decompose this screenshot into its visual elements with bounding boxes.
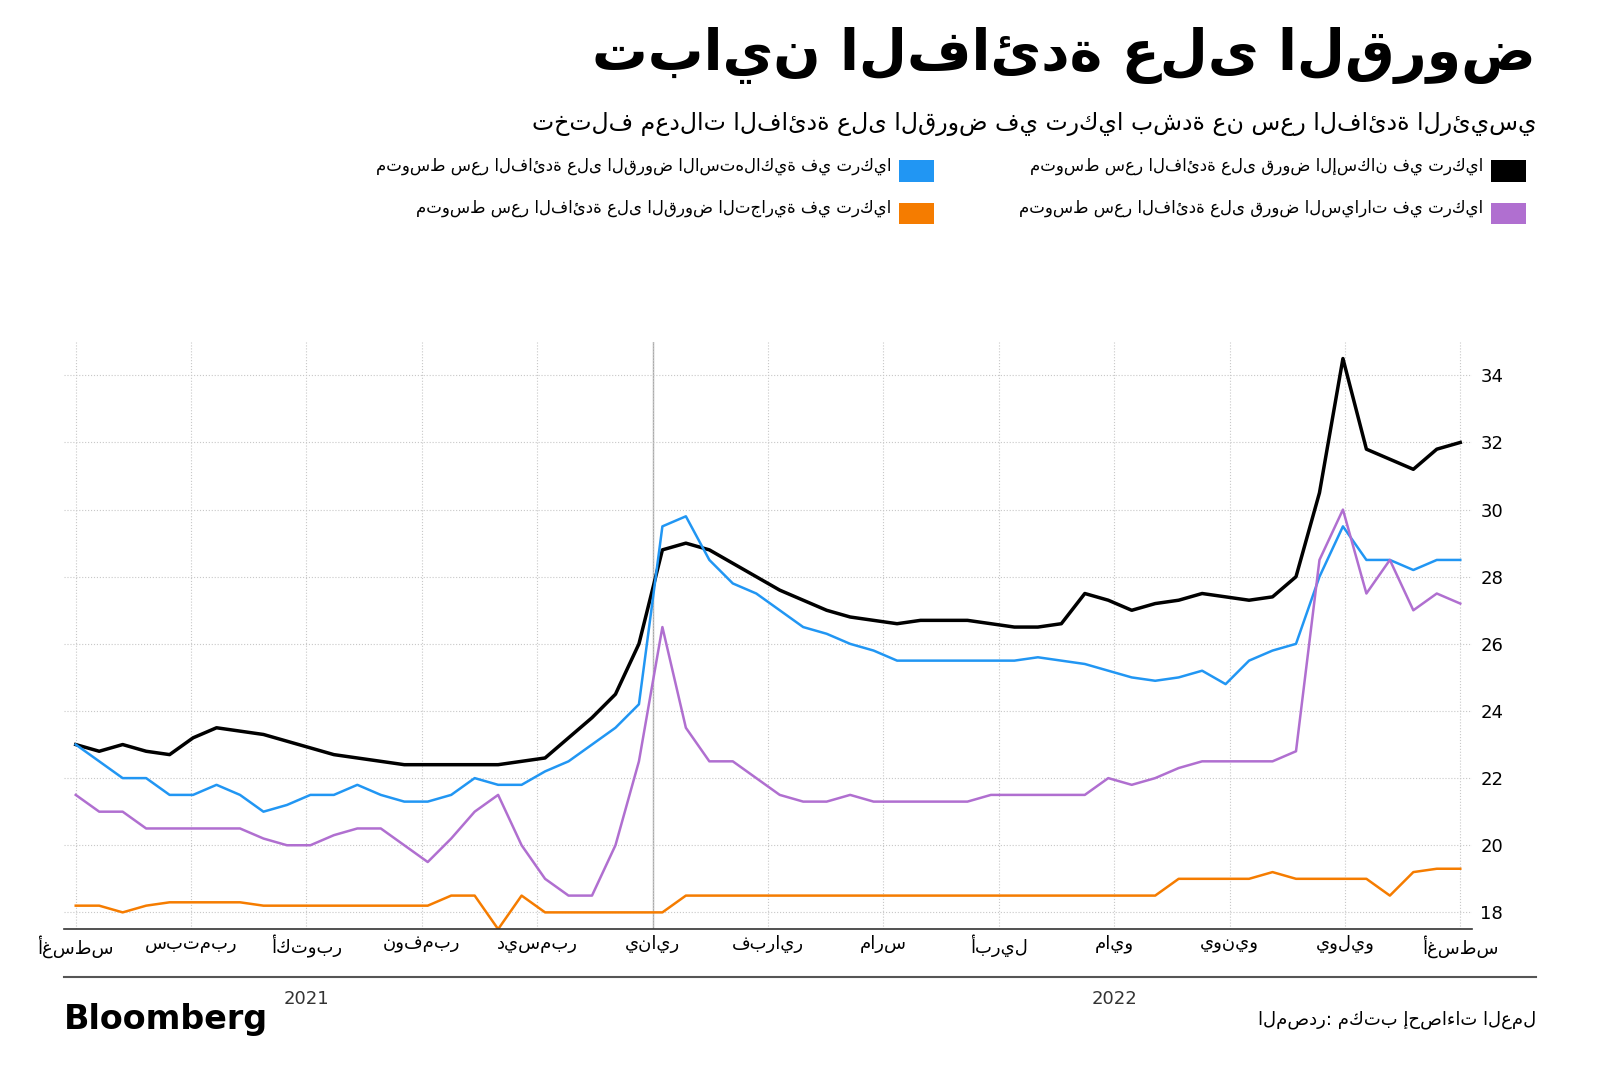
Text: تباين الفائدة على القروض: تباين الفائدة على القروض	[592, 27, 1536, 83]
Text: المصدر: مكتب إحصاءات العمل: المصدر: مكتب إحصاءات العمل	[1258, 1010, 1536, 1030]
Text: 2021: 2021	[283, 990, 330, 1007]
Text: تختلف معدلات الفائدة على القروض في تركيا بشدة عن سعر الفائدة الرئيسي: تختلف معدلات الفائدة على القروض في تركيا…	[531, 112, 1536, 136]
Text: 2022: 2022	[1091, 990, 1138, 1007]
Text: متوسط سعر الفائدة على القروض الاستهلاكية في تركيا: متوسط سعر الفائدة على القروض الاستهلاكية…	[376, 157, 891, 174]
Text: Bloomberg: Bloomberg	[64, 1004, 269, 1036]
Text: متوسط سعر الفائدة على القروض التجارية في تركيا: متوسط سعر الفائدة على القروض التجارية في…	[416, 200, 891, 217]
Text: متوسط سعر الفائدة على قروض السيارات في تركيا: متوسط سعر الفائدة على قروض السيارات في ت…	[1019, 200, 1483, 217]
Text: متوسط سعر الفائدة على قروض الإسكان في تركيا: متوسط سعر الفائدة على قروض الإسكان في تر…	[1030, 157, 1483, 174]
